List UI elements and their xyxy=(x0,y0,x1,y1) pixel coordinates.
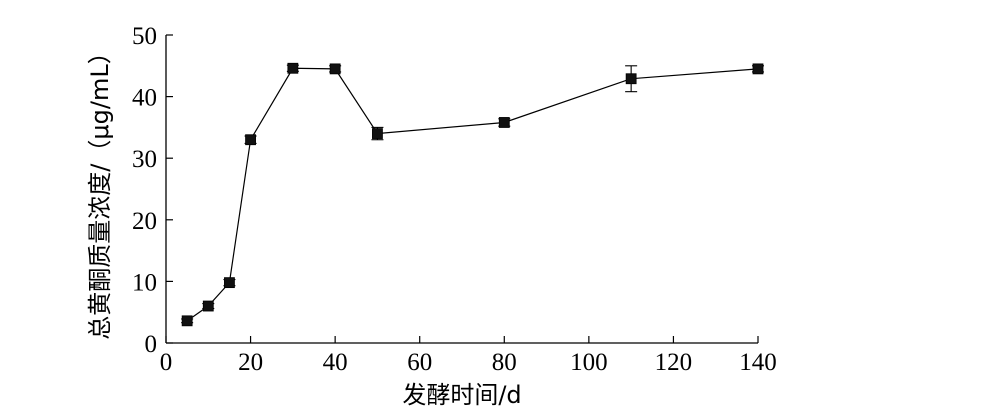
x-tick-label: 100 xyxy=(570,349,608,376)
x-tick-label: 40 xyxy=(323,349,348,376)
data-point-marker xyxy=(372,128,383,139)
data-point-marker xyxy=(287,62,299,74)
x-tick-label: 140 xyxy=(739,349,777,376)
x-tick-label: 60 xyxy=(407,349,432,376)
x-tick-label: 120 xyxy=(655,349,693,376)
data-point-marker xyxy=(181,315,193,327)
x-tick-label: 80 xyxy=(492,349,517,376)
x-ticks: 0 20 40 60 80 100 120 140 xyxy=(160,336,777,376)
y-tick-label: 10 xyxy=(132,269,157,296)
data-point-marker xyxy=(329,63,341,75)
y-tick-label: 0 xyxy=(145,331,158,358)
series-layer xyxy=(181,62,764,327)
y-tick-label: 40 xyxy=(132,85,157,112)
data-point-marker xyxy=(224,277,235,289)
data-point-marker xyxy=(498,117,510,128)
y-axis-title: 总黄酮质量浓度/（μg/mL） xyxy=(86,40,114,339)
data-point-marker xyxy=(202,300,214,312)
x-axis-title: 发酵时间/d xyxy=(402,381,521,409)
axes xyxy=(165,35,758,344)
y-tick-label: 50 xyxy=(132,23,157,50)
data-point-marker xyxy=(752,63,764,75)
x-tick-label: 20 xyxy=(238,349,263,376)
y-tick-label: 20 xyxy=(132,208,157,235)
series-line xyxy=(186,67,759,322)
y-ticks: 0 10 20 30 40 50 xyxy=(132,23,173,358)
y-tick-label: 30 xyxy=(132,146,157,173)
x-tick-label: 0 xyxy=(160,349,173,376)
data-point-marker xyxy=(625,73,637,85)
data-point-marker xyxy=(245,134,256,146)
